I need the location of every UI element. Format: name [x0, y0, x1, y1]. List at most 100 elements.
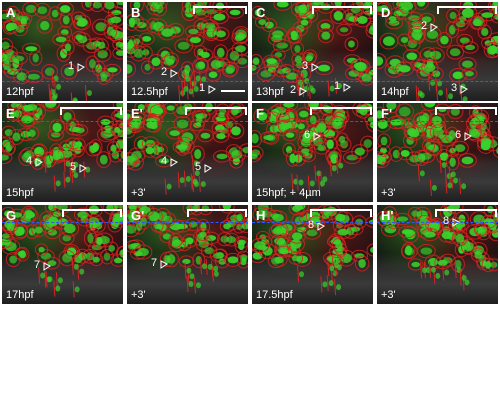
cell-number-label: 8 [308, 219, 315, 231]
microscopy-image [2, 103, 123, 192]
region-bracket [60, 107, 122, 115]
boundary-dashed-line [2, 121, 123, 122]
panel-time-label: +3' [131, 187, 146, 199]
arrowhead-marker [313, 132, 321, 141]
panel-e: E 15hpf 4 5 [1, 102, 124, 203]
panel-letter: G [6, 208, 17, 223]
panel-a: A 12hpf 1 [1, 1, 124, 102]
cell-number-label: 4 [161, 155, 168, 167]
region-bracket [185, 107, 247, 115]
cell-number-label: 5 [70, 161, 77, 173]
arrowhead-marker [204, 164, 212, 173]
region-bracket [193, 6, 247, 14]
region-bracket [310, 107, 372, 115]
boundary-dashed-line [2, 222, 123, 223]
panel-letter: B [131, 5, 141, 20]
panel-time-label: 13hpf [256, 86, 284, 98]
boundary-dashed-line [127, 222, 248, 223]
region-bracket [437, 6, 497, 14]
arrowhead-marker [464, 132, 472, 141]
microscopy-image [127, 2, 248, 101]
panel-g: G 17hpf 7 [1, 204, 124, 305]
region-bracket [312, 6, 372, 14]
boundary-dashed-line [377, 81, 498, 82]
panel-time-label: 12.5hpf [131, 86, 168, 98]
arrowhead-marker [35, 158, 43, 167]
boundary-dashed-line [252, 121, 373, 122]
boundary-dashed-line [252, 81, 373, 82]
arrowhead-marker [43, 262, 51, 271]
arrowhead-marker [317, 222, 325, 231]
panel-f-prime: F' +3' 6 [376, 102, 499, 203]
panel-time-label: +3' [131, 289, 146, 301]
cell-number-label: 4 [26, 155, 33, 167]
arrowhead-marker [170, 158, 178, 167]
cell-number-label: 8 [443, 215, 450, 227]
boundary-dashed-line [377, 121, 498, 122]
cell-number-label: 7 [151, 257, 158, 269]
arrowhead-marker [430, 23, 438, 32]
microscopy-image [377, 205, 498, 291]
cell-number-label: 1 [334, 80, 341, 92]
cell-number-label: 2 [161, 66, 168, 78]
region-bracket [435, 107, 497, 115]
panel-b: B 12.5hpf 2 1 [126, 1, 249, 102]
cell-number-label: 6 [304, 129, 311, 141]
panel-e-prime: E' +3' 4 5 [126, 102, 249, 203]
panel-letter: A [6, 5, 16, 20]
panel-time-label: 15hpf; + 4µm [256, 187, 321, 199]
panel-time-label: 12hpf [6, 86, 34, 98]
panel-time-label: +3' [381, 187, 396, 199]
panel-letter: H [256, 208, 266, 223]
panel-time-label: 17.5hpf [256, 289, 293, 301]
arrowhead-marker [77, 63, 85, 72]
arrowhead-marker [299, 87, 307, 96]
panel-letter: F' [381, 106, 393, 121]
panel-d: D 14hpf 3 2 [376, 1, 499, 102]
arrowhead-marker [460, 85, 468, 94]
panel-letter: H' [381, 208, 394, 223]
microscopy-image [252, 2, 373, 99]
cell-number-label: 2 [290, 84, 297, 96]
panel-c: C 13hpf 3 2 1 [251, 1, 374, 102]
arrowhead-marker [79, 164, 87, 173]
region-bracket [435, 209, 497, 217]
boundary-dashed-line [127, 121, 248, 122]
cell-number-label: 2 [421, 20, 428, 32]
panel-letter: D [381, 5, 391, 20]
microscopy-image [2, 2, 123, 101]
cell-number-label: 3 [302, 60, 309, 72]
region-bracket [187, 209, 247, 217]
boundary-dashed-line [2, 81, 123, 82]
microscopy-image [377, 2, 498, 101]
boundary-dashed-line [252, 222, 373, 223]
panel-time-label: 14hpf [381, 86, 409, 98]
cell-number-label: 1 [68, 60, 75, 72]
panel-letter: C [256, 5, 266, 20]
cell-number-label: 6 [455, 129, 462, 141]
panel-f: F 15hpf; + 4µm 6 [251, 102, 374, 203]
arrowhead-marker [208, 85, 216, 94]
arrowhead-marker [170, 69, 178, 78]
cell-number-label: 3 [451, 82, 458, 94]
region-bracket [62, 209, 122, 217]
panel-h: H 17.5hpf 8 [251, 204, 374, 305]
boundary-dashed-line [127, 81, 248, 82]
cell-number-label: 5 [195, 161, 202, 173]
panel-letter: F [256, 106, 264, 121]
microscopy-image [127, 103, 248, 195]
region-bracket [310, 209, 372, 217]
microscopy-image [127, 205, 248, 294]
panel-time-label: 15hpf [6, 187, 34, 199]
arrowhead-marker [311, 63, 319, 72]
panel-time-label: 17hpf [6, 289, 34, 301]
panel-letter: G' [131, 208, 145, 223]
cell-number-label: 1 [199, 82, 206, 94]
panel-letter: E' [131, 106, 143, 121]
panel-h-prime: H' +3' 8 [376, 204, 499, 305]
panel-time-label: +3' [381, 289, 396, 301]
panel-letter: E [6, 106, 15, 121]
arrowhead-marker [160, 260, 168, 269]
boundary-dashed-line [377, 222, 498, 223]
